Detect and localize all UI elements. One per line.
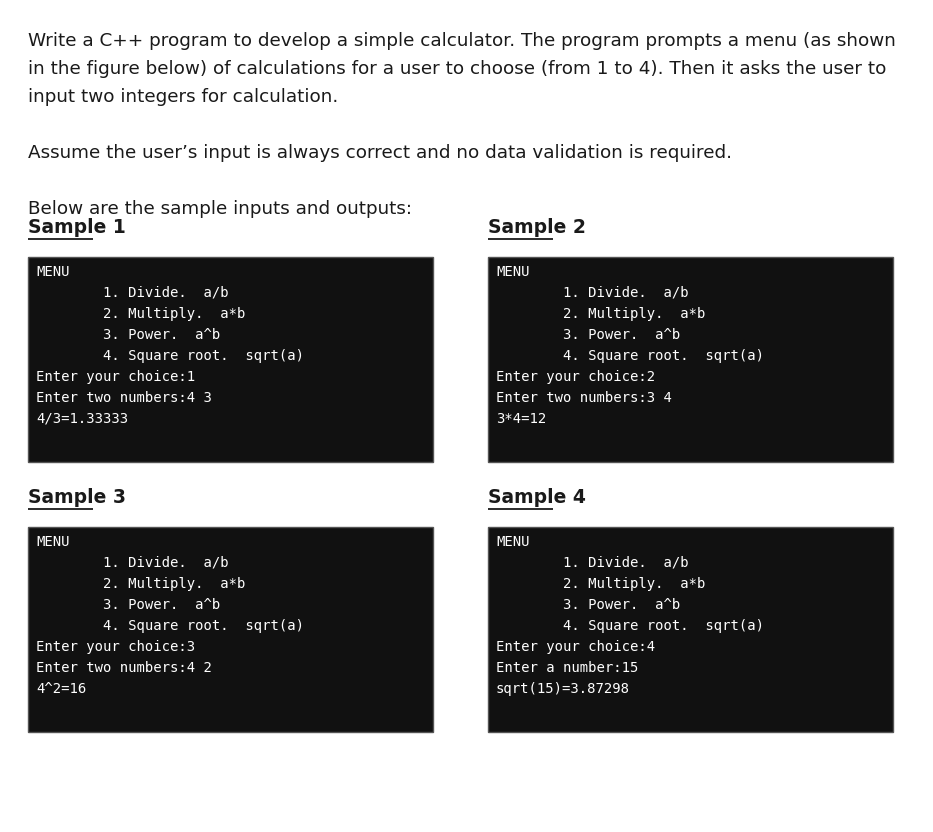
Text: 3. Power.  a^b: 3. Power. a^b: [36, 328, 220, 342]
Text: sqrt(15)=3.87298: sqrt(15)=3.87298: [496, 682, 630, 696]
Text: Enter a number:15: Enter a number:15: [496, 661, 638, 675]
Text: 4/3=1.33333: 4/3=1.33333: [36, 412, 128, 426]
Text: 3. Power.  a^b: 3. Power. a^b: [36, 598, 220, 612]
Text: 4. Square root.  sqrt(a): 4. Square root. sqrt(a): [36, 619, 304, 633]
Text: in the figure below) of calculations for a user to choose (from 1 to 4). Then it: in the figure below) of calculations for…: [28, 60, 886, 78]
Text: 3. Power.  a^b: 3. Power. a^b: [496, 598, 680, 612]
Bar: [28, 527, 433, 732]
Text: MENU: MENU: [496, 535, 530, 549]
Text: 1. Divide.  a/b: 1. Divide. a/b: [36, 286, 229, 300]
Text: Enter your choice:4: Enter your choice:4: [496, 640, 655, 654]
Bar: [488, 527, 893, 732]
Text: Sample 1: Sample 1: [28, 218, 126, 237]
Text: 4. Square root.  sqrt(a): 4. Square root. sqrt(a): [36, 349, 304, 363]
Text: 4^2=16: 4^2=16: [36, 682, 86, 696]
Text: Enter two numbers:4 3: Enter two numbers:4 3: [36, 391, 212, 405]
Text: 1. Divide.  a/b: 1. Divide. a/b: [496, 556, 689, 570]
Text: Write a C++ program to develop a simple calculator. The program prompts a menu (: Write a C++ program to develop a simple …: [28, 32, 896, 50]
Text: Sample 2: Sample 2: [488, 218, 586, 237]
Bar: [488, 257, 893, 462]
Text: Enter your choice:2: Enter your choice:2: [496, 370, 655, 384]
Text: 2. Multiply.  a*b: 2. Multiply. a*b: [496, 307, 705, 321]
Text: 1. Divide.  a/b: 1. Divide. a/b: [36, 556, 229, 570]
Bar: [28, 257, 433, 462]
Text: 4. Square root.  sqrt(a): 4. Square root. sqrt(a): [496, 349, 764, 363]
Text: Enter two numbers:4 2: Enter two numbers:4 2: [36, 661, 212, 675]
Text: MENU: MENU: [36, 265, 69, 279]
Text: Sample 3: Sample 3: [28, 488, 126, 507]
Text: 1. Divide.  a/b: 1. Divide. a/b: [496, 286, 689, 300]
Text: input two integers for calculation.: input two integers for calculation.: [28, 88, 339, 106]
Text: Enter your choice:1: Enter your choice:1: [36, 370, 195, 384]
Text: 3. Power.  a^b: 3. Power. a^b: [496, 328, 680, 342]
Text: Enter two numbers:3 4: Enter two numbers:3 4: [496, 391, 672, 405]
Text: Sample 4: Sample 4: [488, 488, 586, 507]
Text: Enter your choice:3: Enter your choice:3: [36, 640, 195, 654]
Text: 2. Multiply.  a*b: 2. Multiply. a*b: [36, 307, 245, 321]
Text: 2. Multiply.  a*b: 2. Multiply. a*b: [496, 577, 705, 591]
Text: 4. Square root.  sqrt(a): 4. Square root. sqrt(a): [496, 619, 764, 633]
Text: Below are the sample inputs and outputs:: Below are the sample inputs and outputs:: [28, 200, 412, 218]
Text: 2. Multiply.  a*b: 2. Multiply. a*b: [36, 577, 245, 591]
Text: MENU: MENU: [496, 265, 530, 279]
Text: 3*4=12: 3*4=12: [496, 412, 546, 426]
Text: MENU: MENU: [36, 535, 69, 549]
Text: Assume the user’s input is always correct and no data validation is required.: Assume the user’s input is always correc…: [28, 144, 732, 162]
